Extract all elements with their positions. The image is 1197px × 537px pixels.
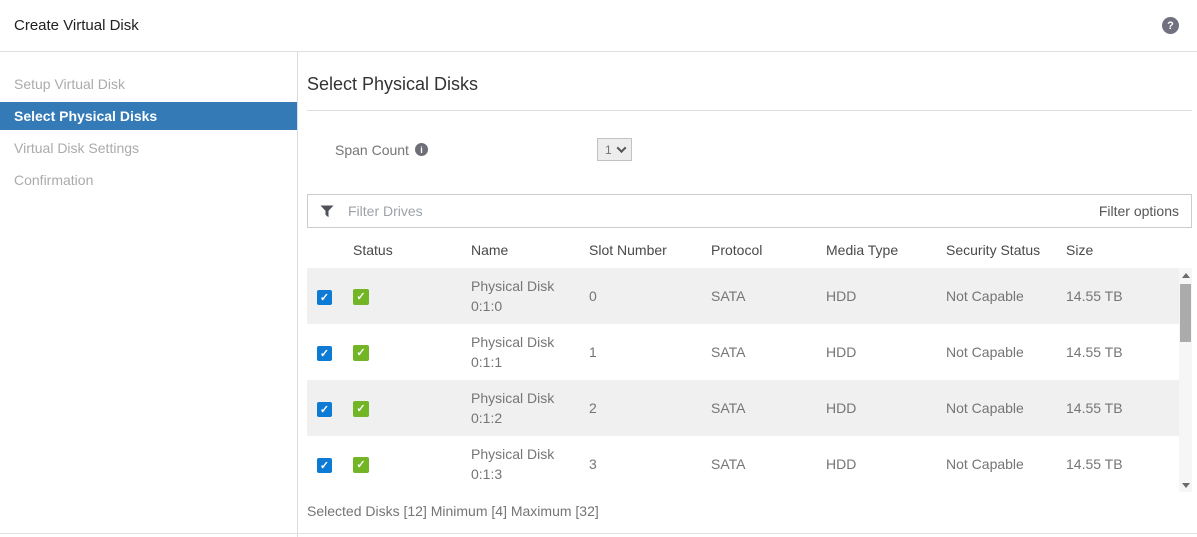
cell-name: Physical Disk 0:1:0 [471, 277, 555, 314]
cell-protocol: SATA [711, 456, 746, 472]
table-row: ✓ ✓ Physical Disk 0:1:1 1 SATA HDD Not C… [307, 324, 1179, 380]
column-header-media-type: Media Type [826, 242, 899, 258]
cell-size: 14.55 TB [1066, 400, 1123, 416]
cell-media-type: HDD [826, 456, 857, 472]
cell-media-type: HDD [826, 400, 857, 416]
page-title: Select Physical Disks [307, 74, 1192, 111]
sidebar-item-virtual-disk-settings[interactable]: Virtual Disk Settings [14, 140, 140, 156]
sidebar-item-confirmation[interactable]: Confirmation [14, 172, 94, 188]
column-header-security-status: Security Status [946, 242, 1041, 258]
filter-funnel-icon[interactable] [320, 205, 334, 218]
table-row: ✓ ✓ Physical Disk 0:1:0 0 SATA HDD Not C… [307, 268, 1179, 324]
cell-media-type: HDD [826, 288, 857, 304]
filter-bar: Filter options [307, 194, 1192, 228]
help-icon[interactable]: ? [1162, 17, 1179, 34]
cell-security-status: Not Capable [946, 456, 1024, 472]
cell-security-status: Not Capable [946, 344, 1024, 360]
scroll-up-icon[interactable] [1179, 268, 1192, 282]
cell-security-status: Not Capable [946, 288, 1024, 304]
column-header-status: Status [353, 242, 393, 258]
column-header-protocol: Protocol [711, 242, 763, 258]
info-icon[interactable]: i [414, 143, 428, 156]
footer-divider [0, 533, 1197, 534]
column-header-slot-number: Slot Number [589, 242, 667, 258]
cell-media-type: HDD [826, 344, 857, 360]
cell-name: Physical Disk 0:1:3 [471, 445, 555, 482]
cell-size: 14.55 TB [1066, 344, 1123, 360]
cell-slot-number: 0 [589, 288, 597, 304]
filter-drives-input[interactable] [348, 203, 1099, 219]
physical-disks-table: Status Name Slot Number Protocol Media T… [307, 232, 1192, 492]
cell-size: 14.55 TB [1066, 288, 1123, 304]
cell-security-status: Not Capable [946, 400, 1024, 416]
status-ok-icon: ✓ [353, 344, 369, 361]
column-header-size: Size [1066, 242, 1094, 258]
dialog-header: Create Virtual Disk ? [0, 0, 1197, 52]
main-panel: Select Physical Disks Span Count i 1 Fil… [298, 52, 1197, 537]
selected-disks-summary: Selected Disks [12] Minimum [4] Maximum … [307, 503, 599, 519]
span-count-value: 1 [605, 142, 612, 157]
cell-name: Physical Disk 0:1:1 [471, 333, 555, 370]
span-count-row: Span Count i 1 [335, 138, 1192, 161]
sidebar-item-select-physical-disks[interactable]: Select Physical Disks [0, 102, 297, 130]
cell-slot-number: 1 [589, 344, 597, 360]
span-count-label: Span Count [335, 141, 409, 158]
row-checkbox[interactable]: ✓ [317, 401, 332, 417]
row-checkbox[interactable]: ✓ [317, 289, 332, 305]
table-header-row: Status Name Slot Number Protocol Media T… [307, 232, 1192, 268]
status-ok-icon: ✓ [353, 456, 369, 473]
cell-protocol: SATA [711, 400, 746, 416]
scrollbar-thumb[interactable] [1180, 284, 1191, 342]
scroll-down-icon[interactable] [1179, 478, 1192, 492]
column-header-name: Name [471, 242, 509, 258]
cell-protocol: SATA [711, 344, 746, 360]
cell-name: Physical Disk 0:1:2 [471, 389, 555, 426]
row-checkbox[interactable]: ✓ [317, 345, 332, 361]
dialog-title: Create Virtual Disk [14, 17, 139, 34]
row-checkbox[interactable]: ✓ [317, 457, 332, 473]
cell-slot-number: 2 [589, 400, 597, 416]
table-row: ✓ ✓ Physical Disk 0:1:3 3 SATA HDD Not C… [307, 436, 1179, 492]
table-row: ✓ ✓ Physical Disk 0:1:2 2 SATA HDD Not C… [307, 380, 1179, 436]
filter-options-link[interactable]: Filter options [1098, 203, 1179, 219]
sidebar-item-setup-virtual-disk[interactable]: Setup Virtual Disk [14, 76, 126, 92]
cell-slot-number: 3 [589, 456, 597, 472]
wizard-steps-sidebar: Setup Virtual Disk Select Physical Disks… [0, 52, 298, 537]
table-scrollbar[interactable] [1179, 268, 1192, 492]
span-count-select[interactable]: 1 [597, 138, 632, 161]
cell-protocol: SATA [711, 288, 746, 304]
cell-size: 14.55 TB [1066, 456, 1123, 472]
chevron-down-icon [616, 143, 627, 154]
status-ok-icon: ✓ [353, 288, 369, 305]
disk-table-body: ✓ ✓ Physical Disk 0:1:0 0 SATA HDD Not C… [307, 268, 1179, 492]
status-ok-icon: ✓ [353, 400, 369, 417]
